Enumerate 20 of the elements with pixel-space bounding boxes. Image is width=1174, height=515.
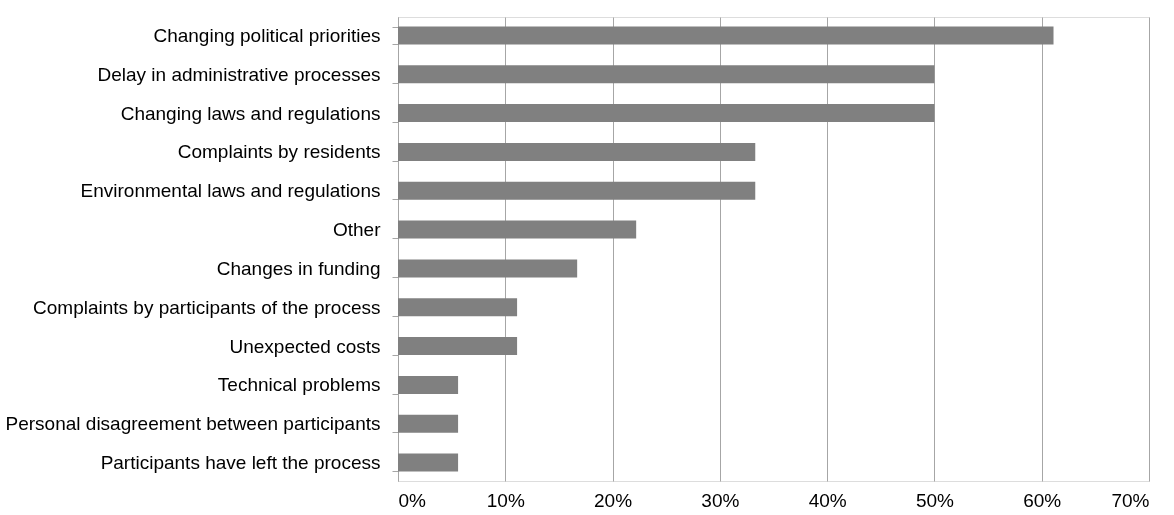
x-tick-label: 20% [594, 489, 633, 511]
y-tick-label: Environmental laws and regulations [80, 180, 381, 202]
y-tick-label: Changing political priorities [153, 24, 381, 46]
x-tick-label: 10% [486, 489, 525, 511]
y-tick-label: Personal disagreement between participants [5, 413, 381, 435]
x-tick-label: 60% [1023, 489, 1062, 511]
y-tick-label: Complaints by residents [177, 141, 381, 163]
y-tick-label: Changes in funding [216, 257, 381, 279]
x-tick-label: 70% [1111, 489, 1150, 511]
y-tick-label: Delay in administrative processes [97, 63, 381, 85]
y-tick-label: Changing laws and regulations [120, 102, 381, 124]
y-tick-label: Unexpected costs [229, 335, 381, 357]
x-tick-label: 0% [398, 489, 427, 511]
y-tick-label: Technical problems [217, 374, 381, 396]
x-tick-label: 50% [915, 489, 955, 511]
y-tick-label: Complaints by participants of the process [33, 296, 381, 318]
x-tick-label: 30% [701, 489, 740, 511]
x-tick-label: 40% [808, 489, 847, 511]
y-tick-label: Participants have left the process [100, 452, 381, 474]
y-tick-label: Other [332, 219, 382, 241]
